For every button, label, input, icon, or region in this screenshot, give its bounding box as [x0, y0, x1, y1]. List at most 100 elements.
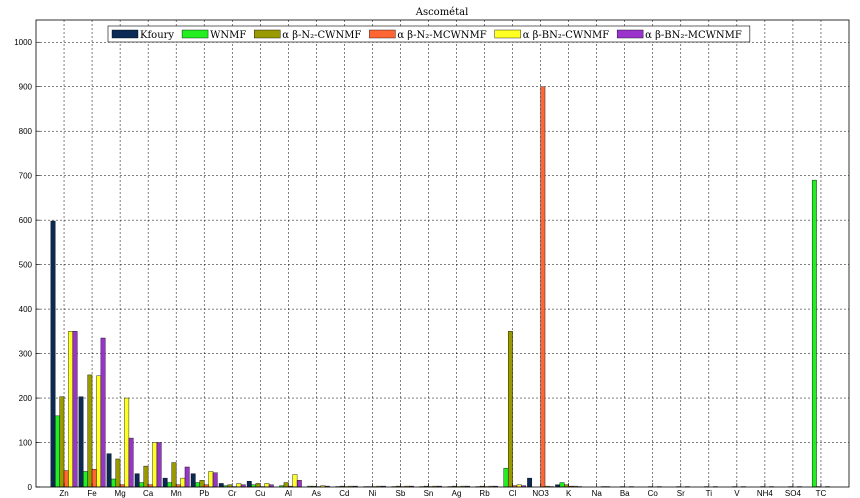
x-tick-label: Co	[648, 489, 659, 498]
legend-label: α β-N₂-MCWNMF	[397, 30, 486, 41]
bar	[128, 437, 134, 488]
x-tick-label: Ba	[620, 489, 630, 498]
legend-label: α β-BN₂-CWNMF	[523, 30, 609, 41]
y-axis: 0 100 200 300 400 500 600 700 800 900 1000	[14, 38, 40, 492]
bar	[199, 480, 205, 488]
y-tick-label: 400	[19, 305, 33, 314]
x-tick-label: Cd	[339, 489, 349, 498]
bar	[559, 482, 565, 488]
x-axis: Zn Fe Mg Ca Mn Pb Cr Cu Al As Cd Ni Sb Sn Ag Rb Cl NO3 K Na…	[59, 483, 827, 498]
x-tick-label: Al	[285, 489, 292, 498]
x-tick-label: Mn	[171, 489, 182, 498]
x-tick-label: Mg	[115, 489, 126, 498]
y-tick-label: 200	[19, 394, 33, 403]
bar	[87, 374, 93, 488]
y-tick-label: 500	[19, 261, 33, 270]
legend-label: WNMF	[210, 30, 246, 41]
legend-label: α β-N₂-CWNMF	[282, 30, 361, 41]
bar	[171, 462, 177, 488]
x-tick-label: SO4	[785, 489, 802, 498]
legend-swatch	[181, 29, 209, 39]
legend-label: α β-BN₂-MCWNMF	[645, 30, 742, 41]
bar	[507, 331, 513, 488]
y-tick-label: 600	[19, 216, 33, 225]
y-tick-label: 900	[19, 83, 33, 92]
bar	[527, 477, 533, 488]
bar	[83, 471, 88, 488]
x-tick-label: NO3	[532, 489, 549, 498]
x-tick-label: Cl	[509, 489, 517, 498]
bar	[503, 468, 509, 488]
x-tick-label: As	[312, 489, 321, 498]
bar	[115, 458, 121, 488]
x-tick-label: Cr	[228, 489, 237, 498]
bar	[167, 482, 172, 488]
bar	[143, 465, 149, 488]
legend-swatch	[616, 29, 644, 39]
plot-area	[36, 20, 849, 487]
x-tick-label: TC	[816, 489, 827, 498]
x-tick-label: Zn	[59, 489, 68, 498]
bar	[184, 466, 190, 488]
bar	[100, 337, 106, 488]
x-tick-label: Sn	[424, 489, 434, 498]
bar	[162, 477, 168, 488]
bar	[124, 397, 130, 488]
bar	[50, 220, 56, 488]
chart-title: Ascométal	[415, 7, 469, 18]
bar	[283, 482, 289, 488]
x-tick-label: Rb	[479, 489, 490, 498]
y-tick-label: 700	[19, 172, 33, 181]
x-tick-label: Sr	[677, 489, 685, 498]
bar	[811, 179, 817, 488]
x-tick-label: Sb	[396, 489, 406, 498]
x-tick-label: Na	[592, 489, 603, 498]
x-tick-label: Cu	[255, 489, 265, 498]
bar	[139, 482, 144, 488]
legend-swatch	[254, 29, 281, 39]
bar	[91, 469, 97, 488]
bar	[180, 477, 186, 488]
legend-label: Kfoury	[140, 30, 174, 41]
bar	[236, 483, 242, 488]
bar	[190, 473, 196, 488]
bar	[72, 331, 78, 488]
legend-swatch	[369, 29, 396, 39]
bar	[296, 480, 302, 488]
bar	[78, 396, 84, 488]
bar	[246, 481, 252, 488]
x-tick-label: Fe	[87, 489, 97, 498]
bar	[96, 375, 102, 488]
bar	[59, 396, 65, 488]
bar	[540, 86, 546, 488]
x-tick-label: Ti	[706, 489, 713, 498]
x-tick-label: K	[566, 489, 572, 498]
bar	[264, 483, 270, 488]
y-tick-label: 1000	[14, 38, 32, 47]
bar	[68, 331, 74, 488]
y-tick-label: 800	[19, 127, 33, 136]
bar	[106, 453, 112, 488]
bar	[111, 478, 116, 488]
bar	[255, 483, 261, 488]
legend-swatch	[494, 29, 521, 39]
x-tick-label: V	[734, 489, 740, 498]
bar	[63, 470, 69, 488]
y-tick-label: 100	[19, 439, 33, 448]
bar	[208, 471, 214, 488]
bar	[152, 442, 158, 488]
bar	[292, 474, 298, 488]
x-tick-label: Ni	[369, 489, 377, 498]
x-tick-label: Pb	[199, 489, 209, 498]
bar	[218, 483, 224, 488]
y-tick-label: 300	[19, 350, 33, 359]
x-tick-label: Ca	[143, 489, 154, 498]
y-tick-label: 0	[28, 483, 33, 492]
bar	[156, 442, 162, 488]
legend: Kfoury WNMF α β-N₂-CWNMF α β-N₂-MCWNMF α β-B…	[107, 25, 751, 43]
legend-swatch	[111, 29, 139, 39]
plot-frame	[35, 19, 850, 488]
bar	[134, 473, 140, 488]
bar	[212, 472, 218, 488]
